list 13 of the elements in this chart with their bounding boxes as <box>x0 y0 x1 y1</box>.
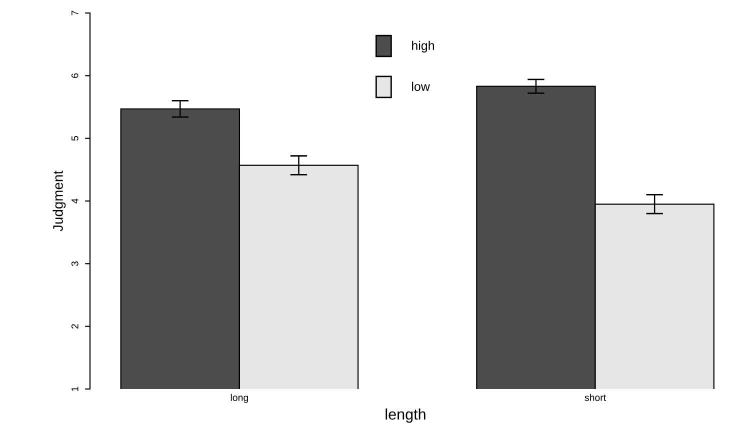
y-tick-label: 7 <box>72 10 78 16</box>
x-axis-title: length <box>386 408 426 423</box>
x-tick-label: long <box>230 394 248 403</box>
y-tick-label: 4 <box>72 198 78 204</box>
y-tick-label: 3 <box>71 261 78 266</box>
y-tick-label: 1 <box>72 386 78 391</box>
y-tick-label: 2 <box>71 324 78 329</box>
y-tick-label: 6 <box>71 73 78 78</box>
legend-label: low <box>412 82 430 91</box>
y-tick-label: 5 <box>72 136 78 141</box>
legend-label: high <box>412 40 434 52</box>
x-tick-label: short <box>584 394 606 401</box>
y-axis-title: Judgment <box>52 170 66 232</box>
